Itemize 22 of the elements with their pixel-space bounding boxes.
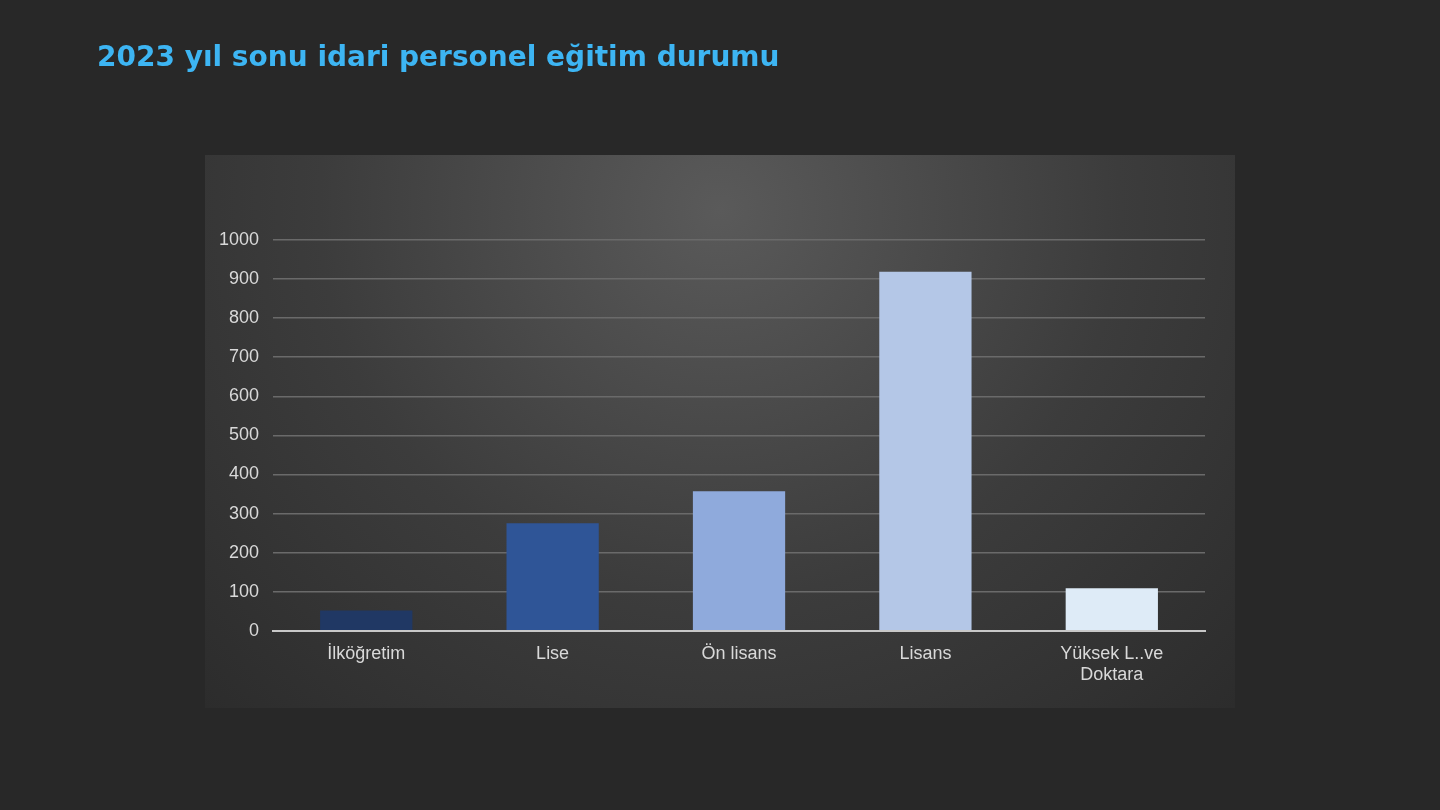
y-tick-label: 300 bbox=[229, 502, 260, 523]
bar bbox=[320, 610, 413, 631]
x-tick-label: Lise bbox=[536, 642, 570, 663]
x-tick-label: Yüksek L..ve Doktara bbox=[1060, 642, 1164, 685]
y-tick-label: 500 bbox=[229, 424, 260, 445]
y-tick-label: 900 bbox=[229, 268, 260, 289]
x-tick-label: Lisans bbox=[899, 642, 952, 663]
y-tick-label: 600 bbox=[229, 385, 260, 406]
y-tick-label: 700 bbox=[229, 346, 260, 367]
chart-title: 2023 yıl sonu idari personel eğitim durumu bbox=[97, 40, 780, 73]
y-tick-label: 100 bbox=[229, 580, 260, 601]
y-tick-label: 1000 bbox=[219, 228, 260, 249]
bar bbox=[692, 491, 786, 631]
y-tick-label: 200 bbox=[229, 541, 260, 562]
x-tick-label: Ön lisans bbox=[701, 642, 777, 663]
bar bbox=[1065, 588, 1158, 631]
y-tick-label: 800 bbox=[229, 307, 260, 328]
y-tick-label: 400 bbox=[229, 463, 260, 484]
y-tick-label: 0 bbox=[249, 619, 260, 640]
x-tick-label: İlköğretim bbox=[327, 642, 406, 663]
bar bbox=[506, 523, 599, 631]
bar bbox=[879, 271, 972, 631]
